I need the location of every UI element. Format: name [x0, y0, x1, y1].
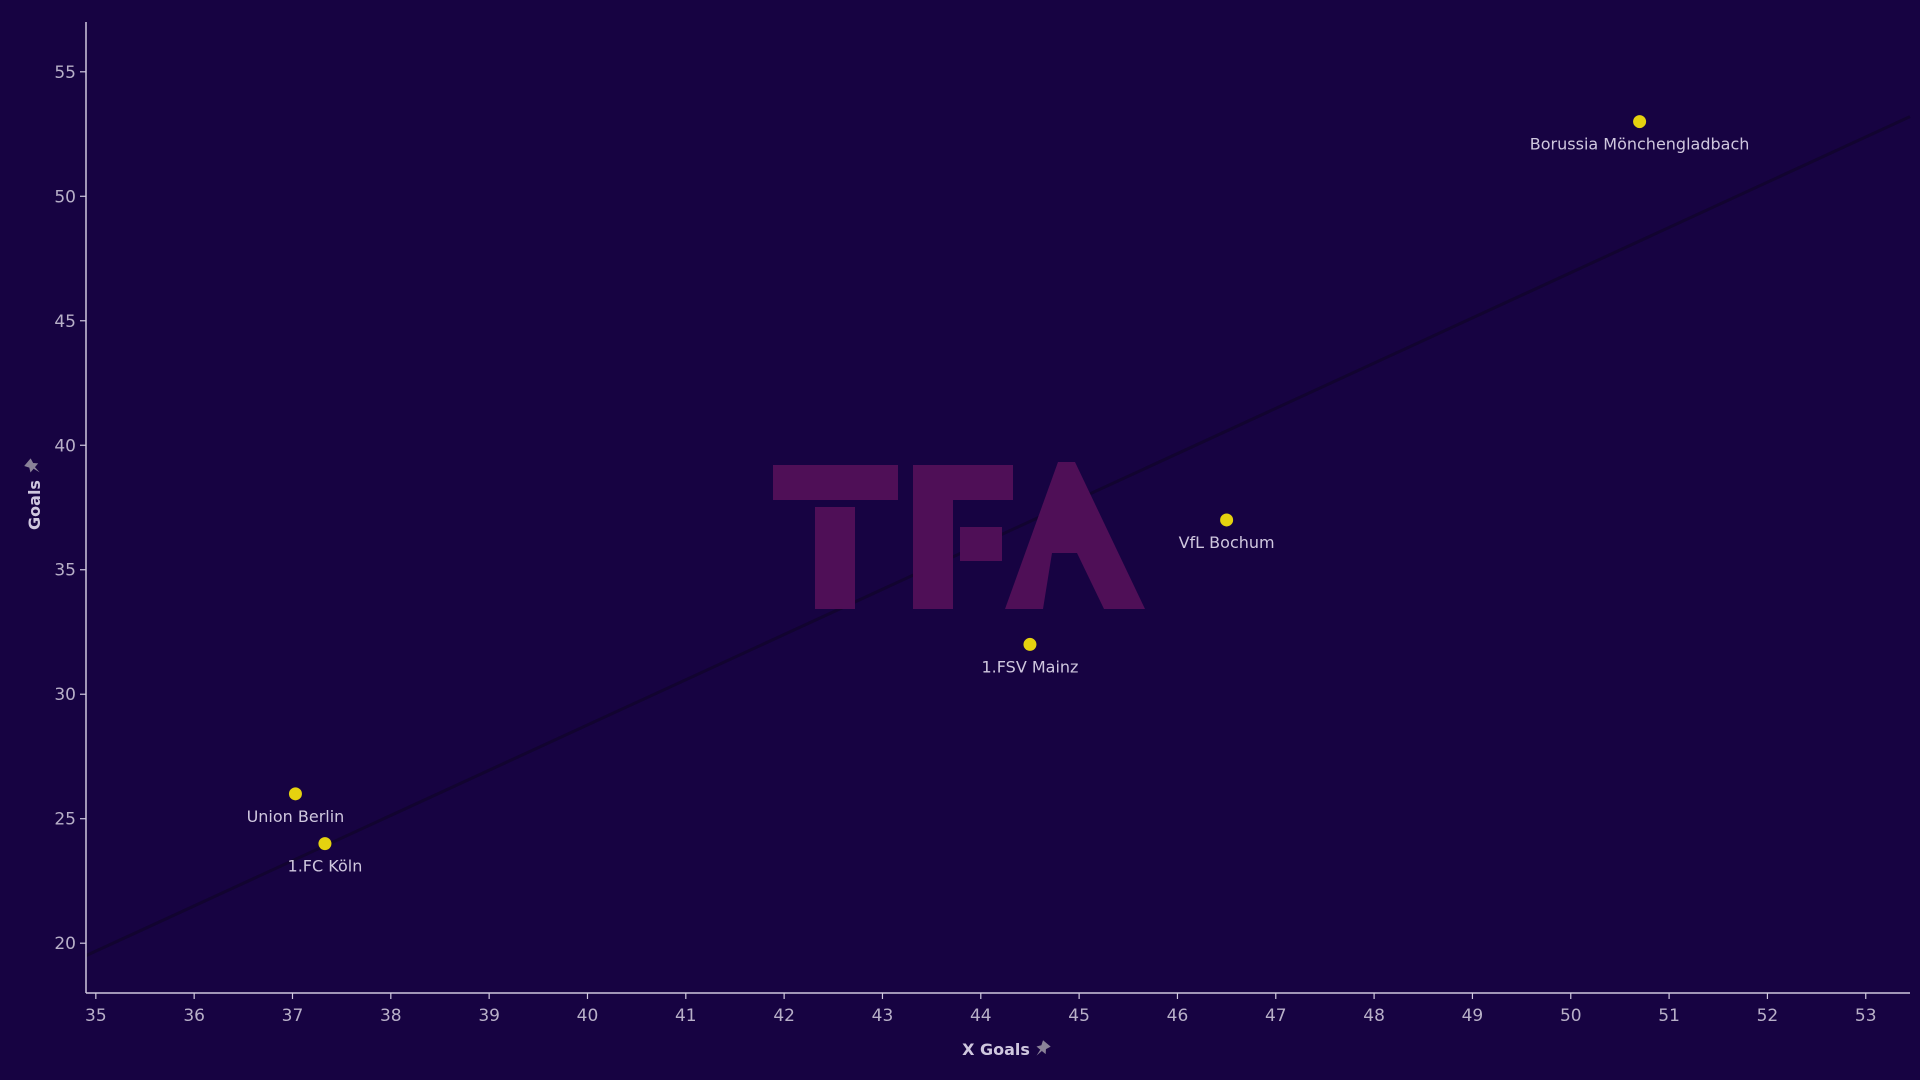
data-point[interactable] [318, 837, 332, 851]
x-tick-label: 44 [970, 1006, 992, 1026]
data-point[interactable] [1633, 115, 1647, 129]
x-tick-label: 48 [1363, 1006, 1385, 1026]
x-tick-label: 47 [1265, 1006, 1287, 1026]
data-point-label: 1.FC Köln [288, 857, 363, 876]
y-tick-label: 40 [54, 436, 76, 456]
data-point-label: VfL Bochum [1179, 533, 1275, 552]
x-tick-label: 42 [773, 1006, 795, 1026]
x-tick-label: 52 [1757, 1006, 1779, 1026]
data-point[interactable] [1023, 637, 1037, 651]
x-tick-label: 41 [675, 1006, 697, 1026]
y-tick-label: 55 [54, 63, 76, 83]
x-tick-label: 46 [1167, 1006, 1189, 1026]
x-tick-label: 50 [1560, 1006, 1582, 1026]
x-tick-label: 39 [478, 1006, 500, 1026]
tfa-watermark-logo [773, 462, 1145, 609]
y-tick-label: 25 [54, 810, 76, 830]
data-point[interactable] [288, 787, 302, 801]
x-axis-title: X Goals [962, 1040, 1030, 1059]
data-point[interactable] [1220, 513, 1234, 527]
x-tick-label: 43 [872, 1006, 894, 1026]
data-point-label: 1.FSV Mainz [981, 657, 1078, 676]
data-point-group [288, 115, 1647, 851]
data-point-label: Union Berlin [247, 807, 345, 826]
y-tick-label: 20 [54, 934, 76, 954]
x-tick-label: 51 [1658, 1006, 1680, 1026]
x-tick-group: 35 36 37 38 39 40 41 42 43 44 45 46 47 48 49 50 51 52 53 [85, 993, 1877, 1026]
y-tick-label: 30 [54, 685, 76, 705]
x-tick-label: 37 [282, 1006, 304, 1026]
x-tick-label: 40 [577, 1006, 599, 1026]
x-tick-label: 49 [1462, 1006, 1484, 1026]
x-tick-label: 35 [85, 1006, 107, 1026]
x-tick-label: 45 [1068, 1006, 1090, 1026]
y-tick-label: 35 [54, 561, 76, 581]
x-tick-label: 36 [183, 1006, 205, 1026]
x-tick-label: 38 [380, 1006, 402, 1026]
y-tick-group: 20 25 30 35 40 45 50 55 [54, 63, 86, 954]
y-axis-pin-icon[interactable] [24, 458, 44, 477]
y-tick-label: 45 [54, 312, 76, 332]
y-tick-label: 50 [54, 187, 76, 207]
x-axis-pin-icon[interactable] [1032, 1040, 1051, 1060]
y-axis-title: Goals [25, 480, 44, 530]
point-label-group: Borussia Mönchengladbach VfL Bochum 1.FSV … [247, 135, 1750, 876]
x-tick-label: 53 [1855, 1006, 1877, 1026]
data-point-label: Borussia Mönchengladbach [1530, 135, 1750, 154]
